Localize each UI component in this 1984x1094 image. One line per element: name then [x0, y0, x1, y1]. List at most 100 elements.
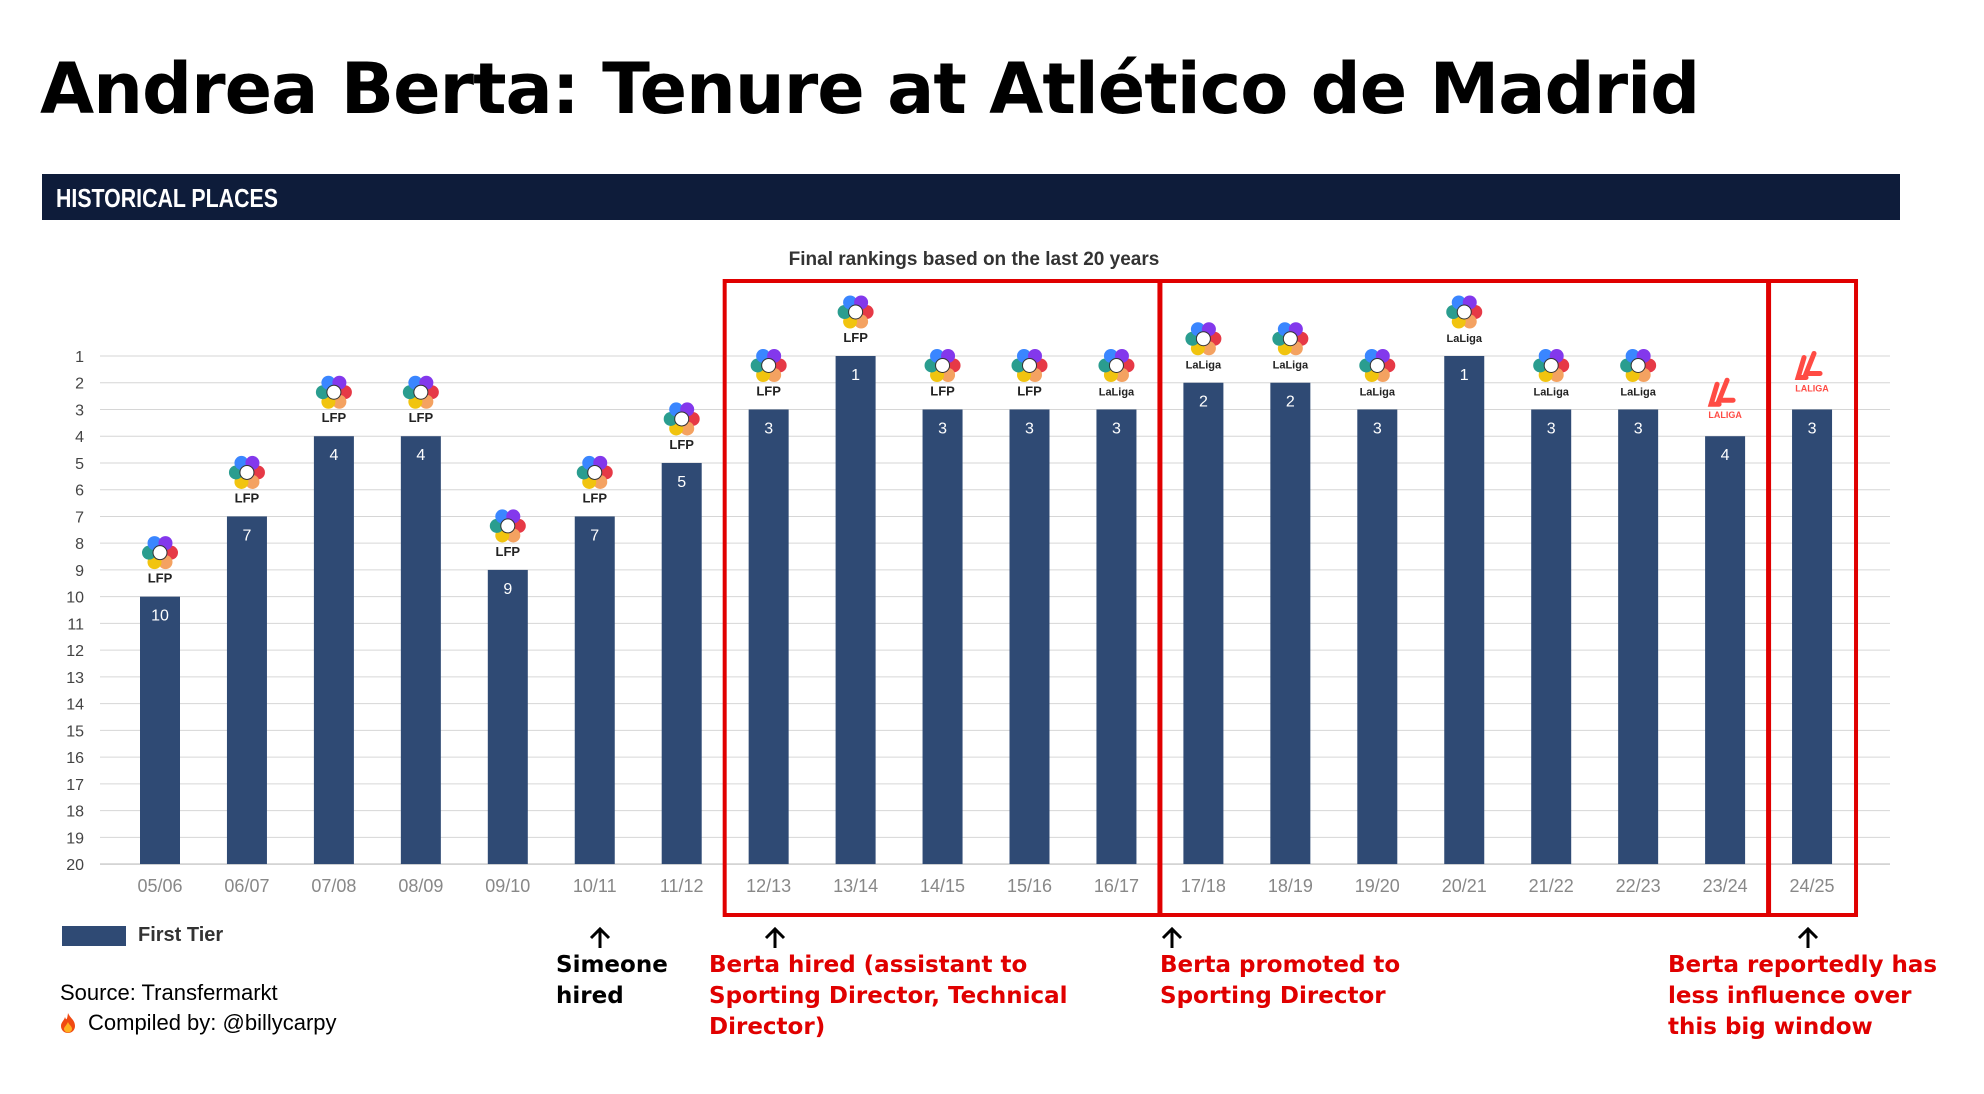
bar	[1444, 356, 1485, 865]
league-logo-text: LALIGA	[1708, 410, 1742, 420]
logo-ball	[326, 384, 342, 400]
logo-ball	[674, 411, 690, 427]
x-tick-label: 12/13	[746, 876, 791, 896]
y-tick-label: 4	[75, 429, 84, 446]
bar-value-label: 1	[1460, 367, 1469, 384]
highlight-box	[1766, 279, 1859, 917]
league-logo-text: LFP	[843, 330, 868, 345]
league-logo-icon: LFP	[576, 455, 613, 505]
league-logo-text: LaLiga	[1186, 360, 1222, 372]
source-note: Source: Transfermarkt Compiled by: @bill…	[60, 978, 337, 1038]
logo-ball	[1282, 331, 1298, 347]
logo-ball	[1022, 357, 1037, 373]
bar	[1705, 436, 1746, 865]
bar	[1009, 409, 1050, 865]
x-tick-label: 13/14	[833, 876, 878, 896]
bar	[400, 436, 441, 865]
bar-value-label: 7	[242, 527, 251, 544]
laliga-logo-mark	[1707, 377, 1736, 407]
league-logo-icon: LaLiga	[1620, 348, 1657, 398]
x-tick-label: 15/16	[1007, 876, 1052, 896]
annotation-berta-promoted: Berta promoted to Sporting Director	[1160, 952, 1401, 1009]
league-logo-text: LaLiga	[1360, 386, 1396, 398]
bar	[574, 516, 615, 865]
annotation-simeone: Simeone hired	[556, 952, 668, 1009]
league-logo-icon: LFP	[315, 375, 352, 425]
y-tick-label: 9	[75, 563, 84, 580]
bar-value-label: 2	[1286, 394, 1295, 411]
league-logo-text: LFP	[930, 383, 955, 398]
y-tick-label: 7	[75, 509, 84, 526]
league-logo-text: LFP	[669, 437, 694, 452]
y-tick-label: 16	[66, 750, 84, 767]
y-tick-label: 3	[75, 402, 84, 419]
x-tick-label: 23/24	[1703, 876, 1748, 896]
y-tick-label: 14	[66, 697, 84, 714]
bar-value-label: 3	[938, 420, 947, 437]
bar	[922, 409, 963, 865]
league-logo-icon: LaLiga	[1359, 348, 1396, 398]
x-tick-label: 24/25	[1790, 876, 1835, 896]
league-logo-icon: LFP	[1011, 348, 1048, 398]
x-tick-label: 19/20	[1355, 876, 1400, 896]
logo-ball	[152, 545, 168, 561]
x-tick-label: 17/18	[1181, 876, 1226, 896]
league-logo-text: LFP	[409, 410, 434, 425]
bar-value-label: 3	[1547, 420, 1556, 437]
x-tick-label: 10/11	[573, 876, 617, 896]
league-logo-icon: LALIGA	[1707, 377, 1742, 420]
bar	[313, 436, 354, 865]
legend-label: First Tier	[138, 924, 224, 946]
y-tick-label: 6	[75, 483, 84, 500]
y-tick-label: 18	[66, 804, 84, 821]
league-logo-icon: LFP	[663, 402, 700, 452]
bar-value-label: 10	[151, 608, 169, 625]
x-tick-label: 18/19	[1268, 876, 1313, 896]
league-logo-icon: LaLiga	[1533, 348, 1570, 398]
league-logo-text: LFP	[582, 490, 607, 505]
bar-value-label: 3	[1112, 420, 1121, 437]
bar-value-label: 3	[1808, 420, 1817, 437]
chart-title: Final rankings based on the last 20 year…	[789, 249, 1160, 270]
league-logo-text: LaLiga	[1099, 386, 1135, 398]
league-logo-text: LaLiga	[1620, 386, 1656, 398]
annotation-berta-hired: Berta hired (assistant to Sporting Direc…	[709, 952, 1068, 1040]
league-logo-icon: LFP	[924, 348, 961, 398]
x-tick-label: 05/06	[137, 876, 182, 896]
league-logo-text: LFP	[235, 490, 260, 505]
y-tick-label: 20	[66, 857, 84, 874]
bar-value-label: 3	[1373, 420, 1382, 437]
bar	[748, 409, 789, 865]
league-logo-text: LFP	[322, 410, 347, 425]
bar-value-label: 4	[329, 447, 338, 464]
x-tick-label: 09/10	[485, 876, 530, 896]
logo-ball	[1108, 357, 1124, 373]
logo-ball	[413, 384, 429, 400]
bar	[661, 462, 702, 865]
bar	[1357, 409, 1398, 865]
section-header-bar: HISTORICAL PLACES	[42, 174, 1900, 220]
bar	[1270, 382, 1311, 865]
bar	[1096, 409, 1137, 865]
logo-ball	[1543, 357, 1559, 373]
x-tick-label: 21/22	[1529, 876, 1574, 896]
logo-ball	[239, 464, 255, 480]
bar-value-label: 4	[1721, 447, 1730, 464]
y-tick-label: 1	[75, 349, 84, 366]
x-tick-label: 07/08	[311, 876, 356, 896]
logo-ball	[761, 357, 777, 373]
page-title: Andrea Berta: Tenure at Atlético de Madr…	[40, 48, 1700, 130]
laliga-logo-mark	[1794, 350, 1823, 380]
y-tick-label: 12	[66, 643, 84, 660]
x-tick-label: 06/07	[224, 876, 269, 896]
flame-icon	[61, 1013, 75, 1033]
x-tick-label: 22/23	[1616, 876, 1661, 896]
bar	[835, 356, 876, 865]
x-tick-label: 16/17	[1094, 876, 1139, 896]
bar-value-label: 5	[677, 474, 686, 491]
league-logo-icon: LALIGA	[1794, 350, 1829, 393]
bar	[1531, 409, 1572, 865]
league-logo-icon: LFP	[228, 455, 265, 505]
league-logo-text: LFP	[496, 544, 521, 559]
